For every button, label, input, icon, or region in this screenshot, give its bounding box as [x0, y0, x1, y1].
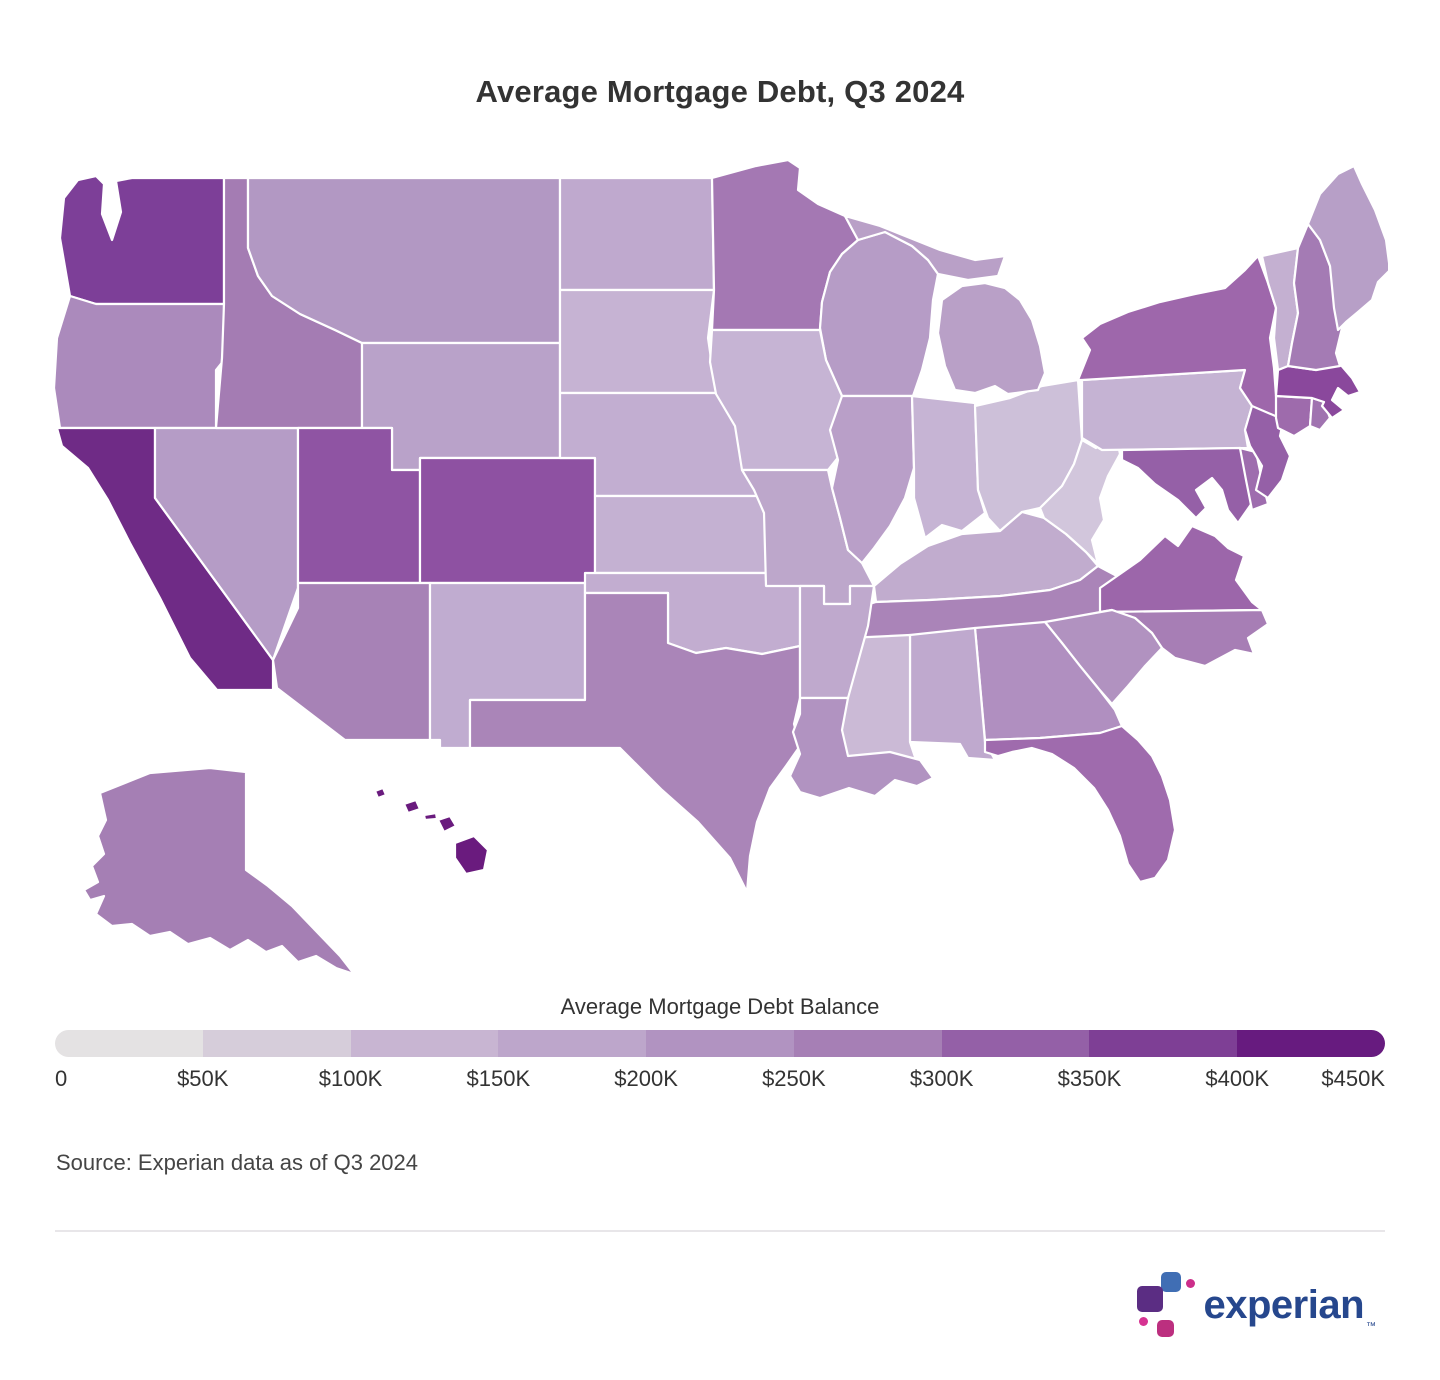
chart-title: Average Mortgage Debt, Q3 2024	[475, 74, 965, 109]
state-colorado	[418, 456, 597, 585]
logo-crimson-square-icon	[1186, 1279, 1196, 1288]
state-alabama	[908, 626, 997, 762]
state-oregon	[52, 294, 226, 430]
logo-rose-square-icon	[1157, 1320, 1175, 1337]
legend-segment	[793, 1030, 942, 1057]
state-south-dakota	[558, 288, 718, 395]
legend-tick-label: $150K	[466, 1066, 531, 1091]
source-note: Source: Experian data as of Q3 2024	[56, 1150, 419, 1175]
legend-tick-label: $400K	[1205, 1066, 1270, 1091]
state-north-dakota	[558, 176, 716, 292]
state-iowa	[708, 328, 846, 472]
legend-segment	[1237, 1030, 1385, 1057]
state-indiana	[910, 394, 987, 540]
state-hawaii	[373, 786, 490, 876]
state-virginia	[1098, 524, 1264, 614]
legend-tick-label: $100K	[318, 1066, 383, 1091]
legend-tick-label: $200K	[614, 1066, 678, 1091]
experian-logo: experian ™	[1137, 1272, 1376, 1338]
legend-segment	[202, 1030, 351, 1057]
state-maryland	[1120, 446, 1254, 525]
logo-purple-square-icon	[1137, 1286, 1164, 1312]
trademark-symbol: ™	[1366, 1321, 1376, 1332]
state-texas	[468, 591, 802, 894]
legend-segment	[941, 1030, 1090, 1057]
state-pennsylvania	[1080, 368, 1254, 452]
legend-tick-label: $250K	[762, 1066, 826, 1091]
map-svg	[52, 158, 1388, 976]
state-arizona	[271, 581, 432, 742]
state-connecticut	[1274, 394, 1314, 438]
state-kansas	[593, 494, 780, 575]
legend-tick-label: 0	[55, 1066, 68, 1091]
us-choropleth-map	[52, 158, 1388, 994]
footer-divider	[55, 1230, 1385, 1232]
logo-blue-square-icon	[1161, 1272, 1182, 1292]
state-florida	[983, 724, 1177, 884]
state-maine	[1306, 164, 1388, 332]
state-michigan	[843, 214, 1047, 396]
logo-magenta-square-icon	[1139, 1317, 1149, 1326]
state-alaska	[82, 766, 356, 976]
legend-segment	[1089, 1030, 1238, 1057]
legend-tick-label: $300K	[909, 1066, 974, 1091]
legend-colorbar	[55, 1030, 1385, 1057]
legend-tick-label: $350K	[1057, 1066, 1122, 1091]
legend-segment	[646, 1030, 794, 1057]
experian-wordmark: experian	[1203, 1283, 1364, 1327]
legend-segment	[498, 1030, 647, 1057]
state-washington	[58, 174, 226, 306]
legend-tick-labels: 0 $50K $100K $150K $200K $250K $300K $350K $400K…	[55, 1066, 1385, 1094]
legend-tick-label: $450K	[1321, 1066, 1385, 1091]
experian-logo-squares-icon	[1137, 1272, 1197, 1338]
legend-segment	[55, 1030, 203, 1057]
state-new-york	[1076, 254, 1330, 426]
legend-tick-label: $50K	[177, 1066, 229, 1091]
state-louisiana	[788, 696, 935, 800]
legend-title: Average Mortgage Debt Balance	[560, 994, 880, 1019]
legend-segment	[350, 1030, 499, 1057]
state-west-virginia	[1038, 426, 1122, 566]
